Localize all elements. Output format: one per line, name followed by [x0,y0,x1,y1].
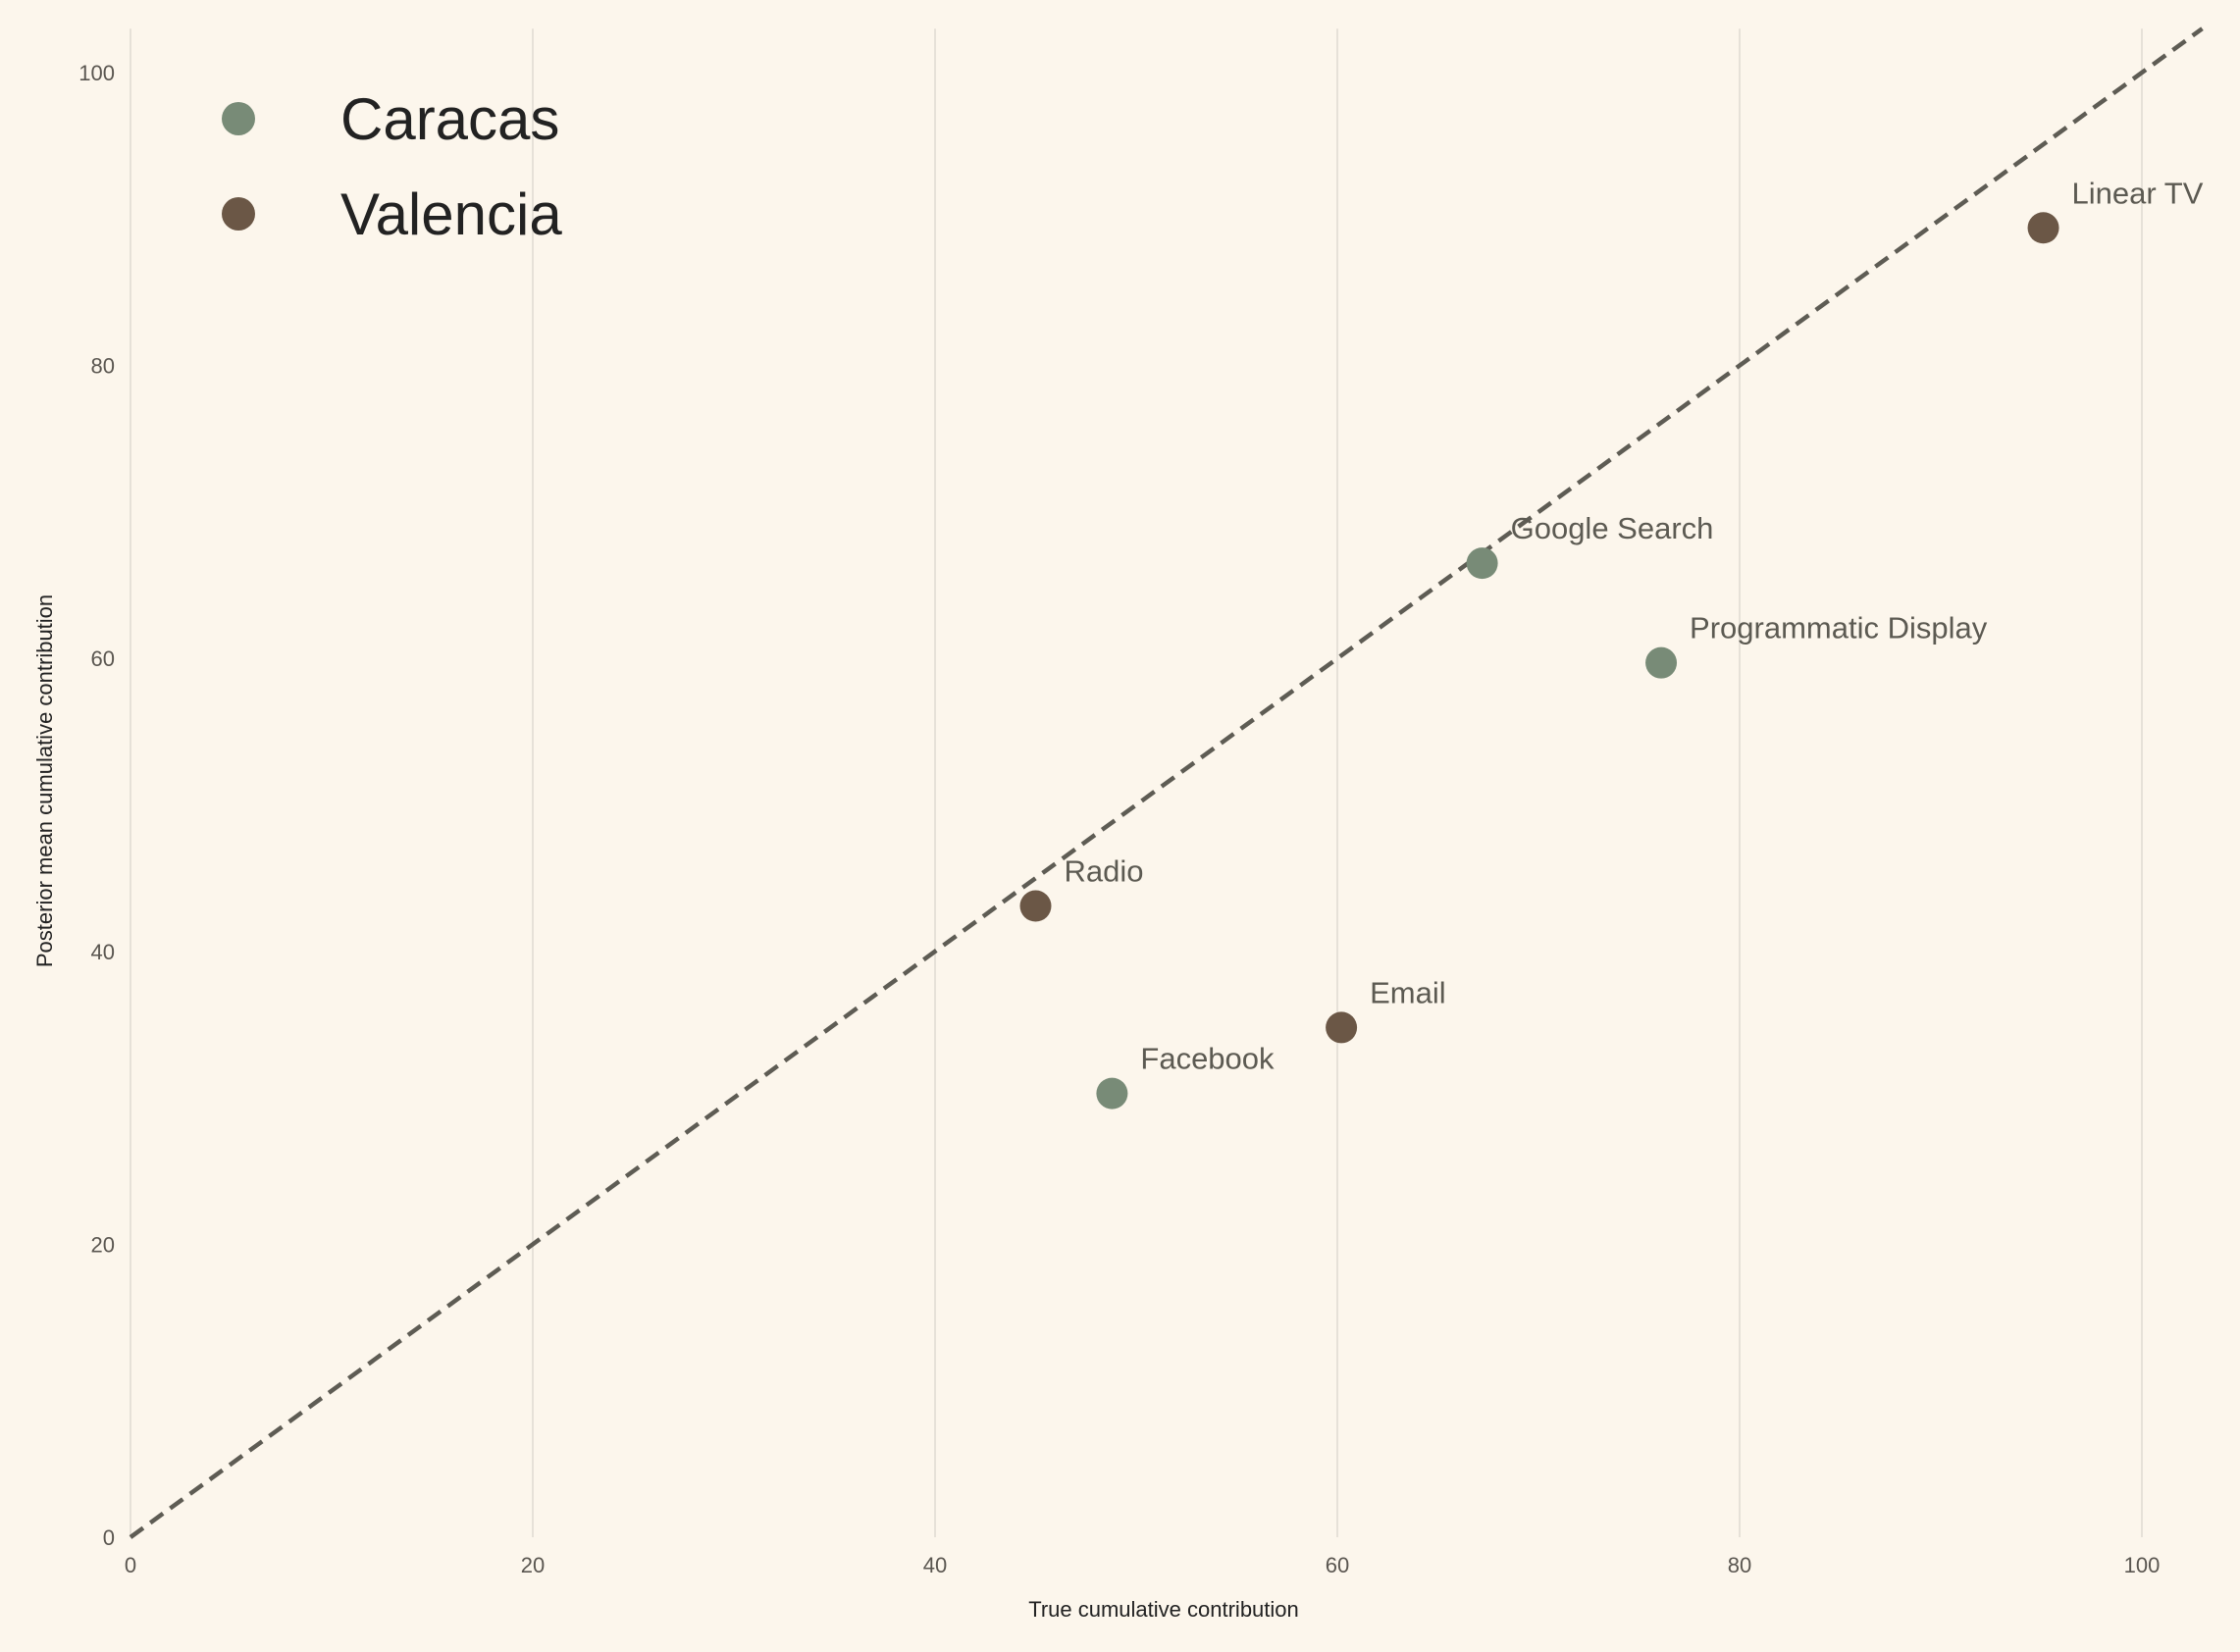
point-label: Email [1370,975,1446,1009]
legend-label: Valencia [340,181,562,247]
legend: Caracas Valencia [222,86,562,247]
legend-label: Caracas [340,86,559,152]
legend-marker [222,197,255,231]
x-tick-label: 60 [1326,1553,1349,1577]
x-axis-title: True cumulative contribution [1028,1597,1299,1622]
point-label: Facebook [1140,1042,1275,1076]
x-tick-label: 20 [521,1553,545,1577]
data-point [1019,890,1052,922]
data-points [1019,212,2059,1110]
y-tick-label: 100 [78,61,115,85]
point-labels: Google Search Programmatic Display Faceboo… [1065,176,2204,1075]
y-tick-label: 0 [103,1525,115,1550]
x-tick-label: 40 [923,1553,947,1577]
data-point [1645,646,1678,679]
x-tick-label: 80 [1728,1553,1751,1577]
gridlines [130,28,2143,1537]
x-tick-labels: 0 20 40 60 80 100 [125,1553,2160,1577]
data-point [1466,547,1498,580]
data-point [1326,1011,1358,1044]
point-label: Google Search [1511,511,1714,545]
y-tick-label: 60 [91,646,115,671]
legend-marker [222,102,255,135]
x-tick-label: 100 [2124,1553,2161,1577]
y-tick-labels: 0 20 40 60 80 100 [78,61,115,1550]
y-tick-label: 40 [91,940,115,964]
data-point [2027,212,2059,244]
point-label: Programmatic Display [1690,611,1988,645]
point-label: Linear TV [2072,176,2204,210]
x-tick-label: 0 [125,1553,136,1577]
data-point [1096,1077,1128,1110]
y-axis-title: Posterior mean cumulative contribution [32,594,57,967]
y-tick-label: 80 [91,354,115,379]
point-label: Radio [1065,854,1144,889]
y-tick-label: 20 [91,1232,115,1257]
identity-reference-line [129,26,2204,1539]
